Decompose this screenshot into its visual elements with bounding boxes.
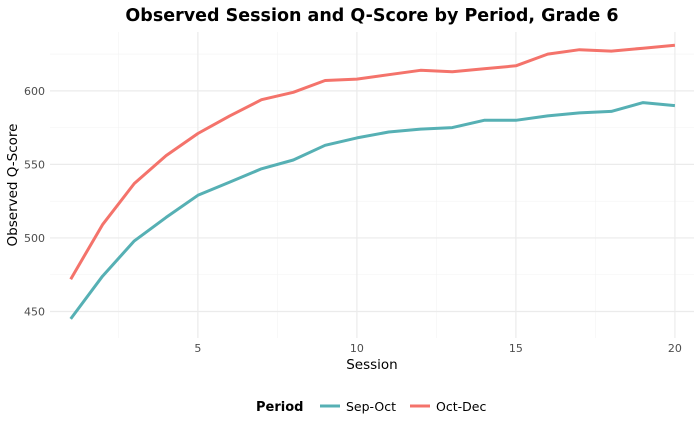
grid xyxy=(50,32,694,338)
x-axis-title: Session xyxy=(346,357,398,373)
y-tick-label: 450 xyxy=(24,306,45,319)
legend-items: Sep-Oct Oct-Dec xyxy=(320,399,486,414)
y-axis-title: Observed Q-Score xyxy=(5,124,21,247)
x-tick-label: 20 xyxy=(668,342,682,355)
x-tick-label: 15 xyxy=(509,342,523,355)
x-tick-label: 10 xyxy=(350,342,364,355)
legend-label-oct-dec: Oct-Dec xyxy=(436,399,486,414)
y-tick-label: 500 xyxy=(24,232,45,245)
y-tick-label: 550 xyxy=(24,158,45,171)
legend-title: Period xyxy=(256,400,303,415)
x-tick-label: 5 xyxy=(194,342,201,355)
y-axis-ticks: 450 500 550 600 xyxy=(24,85,45,319)
legend-label-sep-oct: Sep-Oct xyxy=(346,399,396,414)
x-axis-ticks: 5 10 15 20 xyxy=(194,342,682,355)
series-lines xyxy=(69,43,676,320)
series-line-sep-oct xyxy=(69,101,676,320)
chart-title: Observed Session and Q-Score by Period, … xyxy=(125,6,618,26)
y-tick-label: 600 xyxy=(24,85,45,98)
legend: Period Sep-Oct Oct-Dec xyxy=(256,399,486,415)
series-line-oct-dec xyxy=(69,43,676,280)
